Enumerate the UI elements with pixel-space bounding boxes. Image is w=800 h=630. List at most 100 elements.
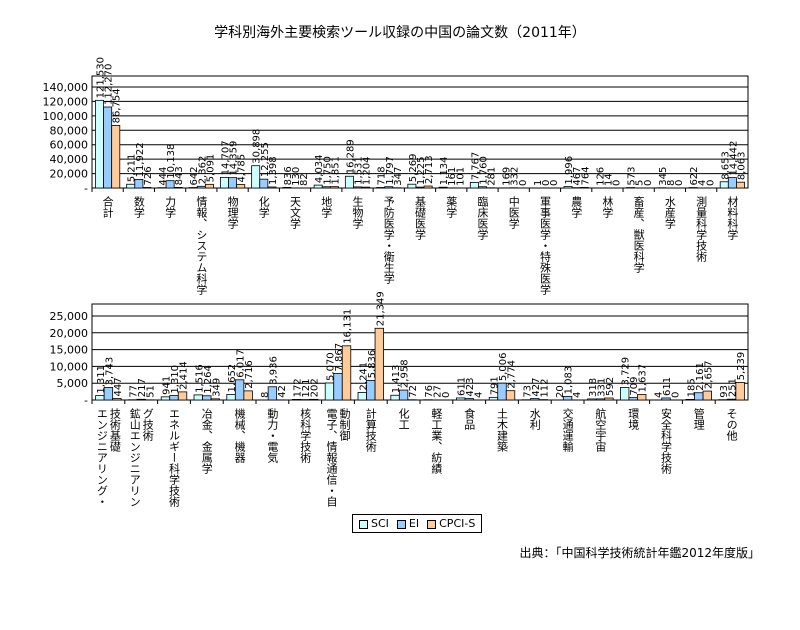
data-label: 5 xyxy=(635,180,646,186)
data-label: 791 xyxy=(489,376,500,395)
data-label: 611 xyxy=(457,377,468,396)
data-label: 126 xyxy=(595,167,606,186)
data-label: 72 xyxy=(408,385,419,398)
x-category-label: 交通運輸 xyxy=(561,407,574,453)
y-tick-label: 60,000 xyxy=(50,139,89,152)
y-tick-label: 5,000 xyxy=(57,377,89,390)
bar-sci xyxy=(587,398,597,401)
bar-sci xyxy=(313,184,323,189)
bar-sci xyxy=(251,165,261,189)
data-label: 1,797 xyxy=(385,156,396,185)
data-label: 121 xyxy=(301,378,312,397)
data-label: 112 xyxy=(539,379,550,398)
data-label: 121,530 xyxy=(95,57,106,98)
data-label: 86,754 xyxy=(112,88,123,123)
data-label: 27 xyxy=(432,385,443,398)
data-label: 5,006 xyxy=(498,353,509,382)
data-label: 1,531 xyxy=(354,156,365,185)
data-label: 1,225 xyxy=(416,156,427,185)
bar-cpci-s xyxy=(329,186,339,189)
x-category-label: 航空宇宙 xyxy=(594,407,607,453)
data-label: 332 xyxy=(510,167,521,186)
data-label: 8,653 xyxy=(720,151,731,180)
bar-cpci-s xyxy=(309,398,319,401)
data-label: 0 xyxy=(541,180,552,186)
data-label: 3,729 xyxy=(621,357,632,386)
data-label: 1,413 xyxy=(391,365,402,394)
plot-area xyxy=(91,303,749,401)
data-label: 73 xyxy=(522,385,533,398)
bar-ei xyxy=(353,186,362,189)
y-tick-label: 20,000 xyxy=(50,168,89,181)
data-label: 345 xyxy=(658,167,669,186)
x-category-label: 地学 xyxy=(320,196,333,218)
x-category-label: 農学 xyxy=(570,195,583,218)
x-category-label: エンジニアリング・ xyxy=(95,408,108,507)
bar-ei xyxy=(661,397,671,401)
bar-ei xyxy=(267,386,278,401)
data-label: 347 xyxy=(393,167,404,186)
x-category-label: 水産学 xyxy=(663,196,676,229)
data-label: 42 xyxy=(277,385,288,398)
x-category-label: 予防医学・衛生学 xyxy=(382,196,395,284)
bar-sci xyxy=(95,395,105,401)
data-label: 76 xyxy=(424,385,435,398)
bar-ei xyxy=(562,395,573,401)
y-tick-label: - xyxy=(84,394,88,407)
data-label: 2,774 xyxy=(507,360,518,389)
data-label: 14 xyxy=(603,173,614,186)
bar-cpci-s xyxy=(236,184,246,189)
data-label: 281 xyxy=(487,167,498,186)
x-category-label: 化学 xyxy=(257,195,270,218)
y-tick-label: 15,000 xyxy=(50,344,89,357)
data-label: 14,707 xyxy=(220,140,231,175)
y-tick-label: 80,000 xyxy=(50,124,89,137)
x-category-label: 生物学 xyxy=(351,195,364,229)
data-label: 1,311 xyxy=(96,365,107,394)
data-label: 82 xyxy=(299,173,310,186)
x-category-label: 天文学 xyxy=(289,196,302,229)
bar-sci xyxy=(376,187,386,189)
bar-sci xyxy=(407,183,417,189)
bar-cpci-s xyxy=(112,398,122,401)
data-label: 1,750 xyxy=(322,156,333,185)
data-label: 2,161 xyxy=(695,362,706,391)
bar-cpci-s xyxy=(210,398,220,401)
bar-cpci-s xyxy=(735,381,745,401)
legend-item-ei: EI xyxy=(396,517,420,530)
legend-item-sci: SCI xyxy=(359,517,389,530)
data-label: 16,289 xyxy=(345,139,356,174)
data-label: 6,017 xyxy=(236,349,247,378)
data-label: 2,414 xyxy=(179,361,190,390)
legend-label: EI xyxy=(408,517,420,530)
bar-sci xyxy=(685,398,695,401)
data-label: 3,743 xyxy=(104,357,115,386)
chart-title: 学科別海外主要検索ツール収録の中国の論文数（2011年） xyxy=(214,25,586,41)
x-category-label: 数学 xyxy=(132,196,145,218)
data-label: 12,255 xyxy=(260,142,271,177)
data-label: 764 xyxy=(580,166,591,185)
data-label: 1,264 xyxy=(203,365,214,394)
y-tick-label: 25,000 xyxy=(50,310,89,323)
bar-ei xyxy=(398,389,409,401)
data-label: 161 xyxy=(447,167,458,186)
x-category-label: 技術基礎 xyxy=(108,408,121,452)
bar-ei xyxy=(384,186,394,189)
x-category-label: その他 xyxy=(725,408,738,441)
x-category-label: 軍事医学・特殊医学 xyxy=(538,196,551,295)
y-tick-label: - xyxy=(84,182,88,195)
data-label: 1,134 xyxy=(439,157,450,186)
data-label: 718 xyxy=(377,166,388,185)
bar-sci xyxy=(719,181,729,189)
x-category-label: 食品 xyxy=(463,407,476,430)
bar-sci xyxy=(563,186,573,189)
data-label: 1,652 xyxy=(227,364,238,393)
bar-ei xyxy=(134,178,144,189)
data-label: 427 xyxy=(531,377,542,396)
bar-sci xyxy=(292,399,302,401)
bar-ei xyxy=(333,373,343,401)
bar-cpci-s xyxy=(579,187,589,189)
data-label: 4 xyxy=(572,392,583,398)
data-label: 251 xyxy=(728,378,739,397)
